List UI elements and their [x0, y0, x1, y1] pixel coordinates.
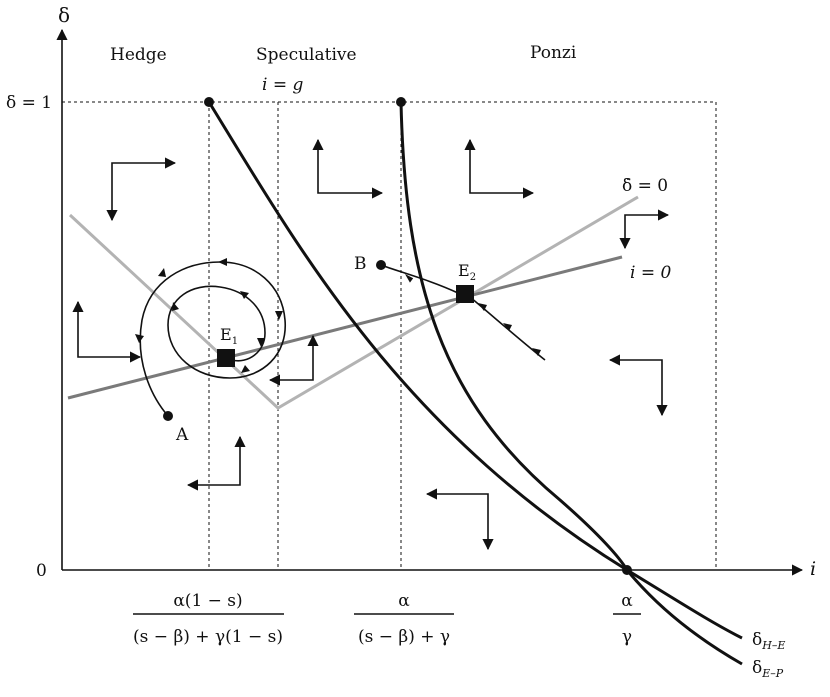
E1-label: E1 — [220, 325, 238, 347]
point-B-label: B — [354, 254, 367, 274]
x-tick-3-num: α — [621, 591, 633, 611]
dir-arrow-2 — [312, 138, 384, 199]
delta-EP-label: δE–P — [752, 658, 784, 680]
spiral-trajectory — [139, 261, 286, 417]
arrowhead-B — [405, 274, 414, 283]
dot-EP-top — [396, 97, 406, 107]
x-tick-1: α(1 − s) (s − β) + γ(1 − s) — [133, 591, 284, 647]
i-zero-label: i = 0 — [630, 263, 671, 283]
dot-alpha-gamma — [622, 565, 632, 575]
x-tick-2: α (s − β) + γ — [354, 591, 454, 647]
region-ponzi-label: Ponzi — [530, 43, 577, 63]
i-zero-line — [67, 255, 623, 400]
dir-arrow-1 — [106, 157, 177, 222]
delta-one-label: δ = 1 — [6, 93, 52, 113]
dir-arrow-9 — [425, 488, 494, 551]
delta-dot-zero-label: δ̇ = 0 — [622, 176, 668, 196]
point-A-dot — [163, 411, 173, 421]
region-hedge-label: Hedge — [110, 45, 167, 65]
point-A-label: A — [175, 425, 189, 445]
delta-HE-label: δH–E — [752, 630, 785, 652]
trajectory-B-to-E2 — [380, 264, 459, 294]
x-axis-label: i — [810, 558, 816, 580]
delta-dot-zero-line — [68, 195, 639, 410]
equilibrium-E2 — [456, 285, 474, 303]
delta-EP-curve — [399, 101, 743, 666]
dir-arrow-3 — [464, 138, 535, 199]
x-tick-2-num: α — [398, 591, 410, 611]
dir-arrow-4 — [619, 209, 670, 250]
region-speculative-label: Speculative — [256, 45, 357, 65]
x-tick-1-den: (s − β) + γ(1 − s) — [133, 627, 283, 647]
direction-field-arrows — [72, 138, 670, 551]
dashed-guides — [62, 101, 717, 570]
delta-HE-curve — [207, 101, 743, 640]
dir-arrow-6 — [268, 334, 319, 386]
dir-arrow-8 — [608, 354, 668, 417]
x-tick-3: α γ — [613, 591, 641, 647]
dir-arrow-5 — [72, 300, 142, 363]
x-tick-3-den: γ — [622, 627, 632, 647]
dot-HE-top — [204, 97, 214, 107]
i-equals-g-label: i = g — [262, 75, 303, 95]
arrowheads-SE-trajectory — [478, 303, 541, 356]
equilibrium-E1 — [217, 349, 235, 367]
origin-label: 0 — [36, 561, 47, 581]
E2-label: E2 — [458, 261, 476, 283]
dir-arrow-7 — [186, 435, 246, 491]
y-axis-label: δ — [58, 3, 70, 27]
x-tick-2-den: (s − β) + γ — [358, 627, 450, 647]
x-tick-1-num: α(1 − s) — [173, 591, 242, 611]
